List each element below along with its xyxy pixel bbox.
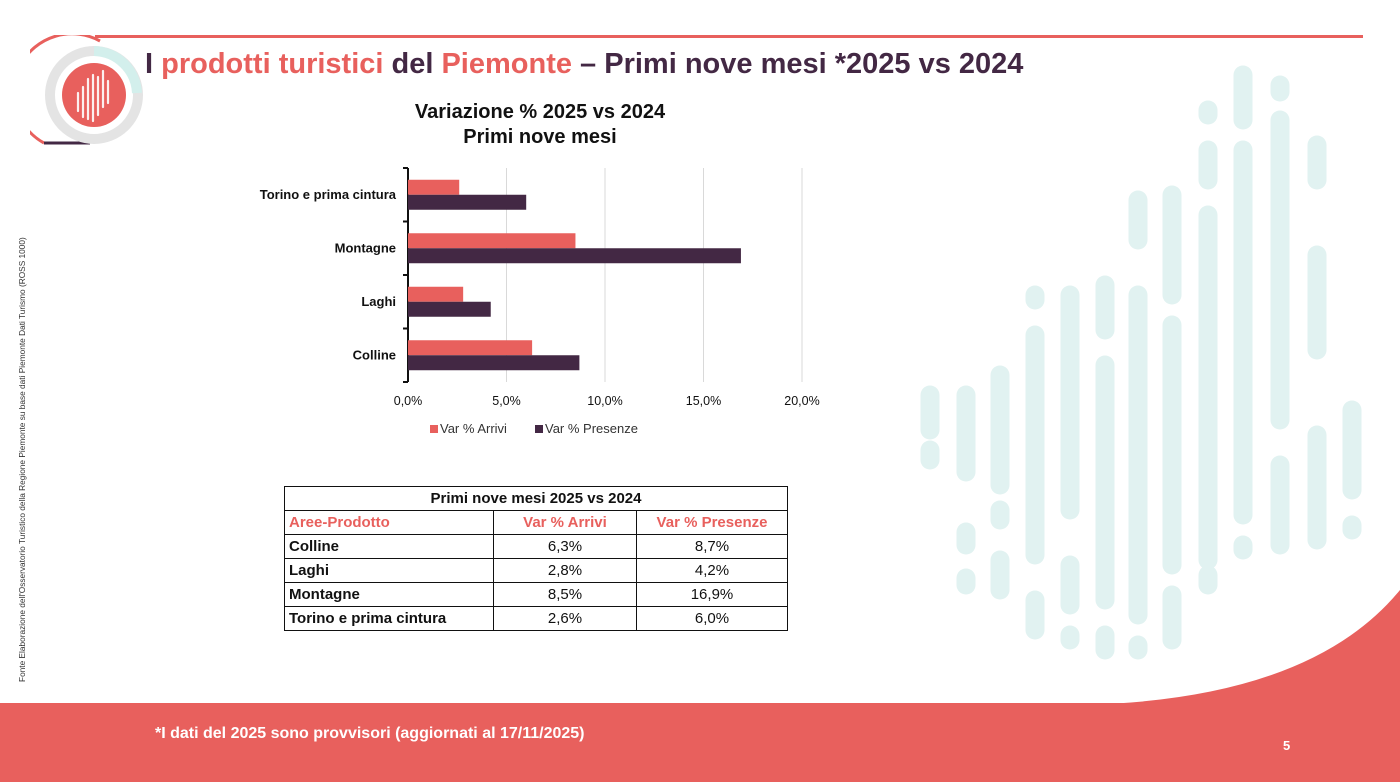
page-number: 5 — [1283, 738, 1291, 753]
bar-presenze — [408, 301, 491, 317]
page-title: I prodotti turistici del Piemonte – Prim… — [145, 48, 1024, 80]
y-tick-label: Montagne — [335, 240, 396, 255]
region-logo — [30, 35, 143, 145]
x-tick-label: 20,0% — [784, 394, 819, 408]
table-cell-area: Torino e prima cintura — [284, 606, 494, 631]
x-tick-label: 10,0% — [587, 394, 622, 408]
bar-arrivi — [408, 179, 460, 195]
x-tick-label: 5,0% — [492, 394, 521, 408]
header-rule — [95, 35, 1363, 38]
bar-arrivi — [408, 233, 576, 249]
table-cell-area: Colline — [284, 534, 494, 559]
table-caption-row: Primi nove mesi 2025 vs 2024 — [284, 486, 788, 511]
bar-presenze — [408, 248, 741, 264]
legend-swatch — [430, 425, 438, 433]
legend-label: Var % Presenze — [545, 421, 638, 436]
bar-chart: Torino e prima cintura Montagne Laghi Colli… — [260, 167, 820, 436]
footnote: *I dati del 2025 sono provvisori (aggior… — [155, 725, 585, 742]
table-header-presenze: Var % Presenze — [636, 510, 788, 535]
chart-title-line1: Variazione % 2025 vs 2024 — [414, 101, 666, 123]
table-header-area: Aree-Prodotto — [284, 510, 494, 535]
legend-label: Var % Arrivi — [440, 421, 507, 436]
y-tick-label: Colline — [353, 347, 396, 362]
table-header-arrivi: Var % Arrivi — [493, 510, 637, 535]
chart-title: Variazione % 2025 vs 2024 Primi nove mes… — [360, 100, 720, 150]
bar-arrivi — [408, 340, 533, 356]
footer-band — [0, 703, 1400, 782]
table-cell-arrivi: 6,3% — [493, 534, 637, 559]
table-row: Montagne 8,5% 16,9% — [284, 582, 788, 607]
y-tick-label: Torino e prima cintura — [260, 187, 397, 202]
source-note: Fonte Elaborazione dell'Osservatorio Tur… — [17, 237, 27, 682]
legend-swatch — [535, 425, 543, 433]
table-row: Torino e prima cintura 2,6% 6,0% — [284, 606, 788, 631]
table-header-row: Aree-Prodotto Var % Arrivi Var % Presenz… — [284, 510, 788, 535]
table-cell-area: Montagne — [284, 582, 494, 607]
chart-title-line2: Primi nove mesi — [463, 126, 617, 148]
footer-curve — [1080, 590, 1400, 705]
table-row: Laghi 2,8% 4,2% — [284, 558, 788, 583]
table-row: Colline 6,3% 8,7% — [284, 534, 788, 559]
table-cell-presenze: 8,7% — [636, 534, 788, 559]
x-tick-label: 0,0% — [394, 394, 423, 408]
decorative-bars — [920, 65, 1362, 660]
table-cell-arrivi: 2,8% — [493, 558, 637, 583]
table-cell-area: Laghi — [284, 558, 494, 583]
bar-presenze — [408, 355, 580, 371]
table-cell-presenze: 16,9% — [636, 582, 788, 607]
x-tick-label: 15,0% — [686, 394, 721, 408]
table-cell-arrivi: 2,6% — [493, 606, 637, 631]
table-caption: Primi nove mesi 2025 vs 2024 — [284, 486, 788, 511]
table-cell-presenze: 4,2% — [636, 558, 788, 583]
bar-arrivi — [408, 286, 464, 302]
bar-presenze — [408, 194, 527, 210]
y-tick-label: Laghi — [361, 294, 396, 309]
table-cell-arrivi: 8,5% — [493, 582, 637, 607]
table-cell-presenze: 6,0% — [636, 606, 788, 631]
data-table: Primi nove mesi 2025 vs 2024 Aree-Prodot… — [284, 486, 788, 631]
